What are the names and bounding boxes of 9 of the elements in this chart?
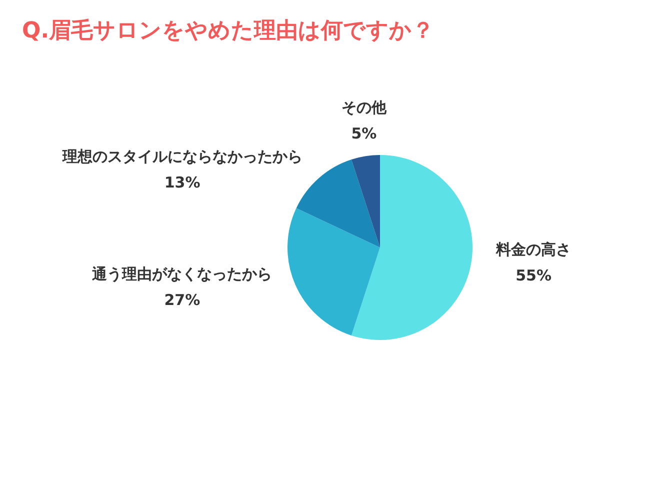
slice-label: 通う理由がなくなったから <box>91 265 272 284</box>
chart-title: Q.眉毛サロンをやめた理由は何ですか？ <box>22 18 434 44</box>
data-label: 27% <box>164 291 200 310</box>
slice-label: その他 <box>341 98 388 116</box>
data-label: 13% <box>164 174 200 192</box>
slice-label: 料金の高さ <box>495 240 572 258</box>
slice-label: 理想のスタイルにならなかったから <box>61 148 302 166</box>
data-label: 5% <box>351 124 377 142</box>
data-label: 55% <box>516 266 552 284</box>
